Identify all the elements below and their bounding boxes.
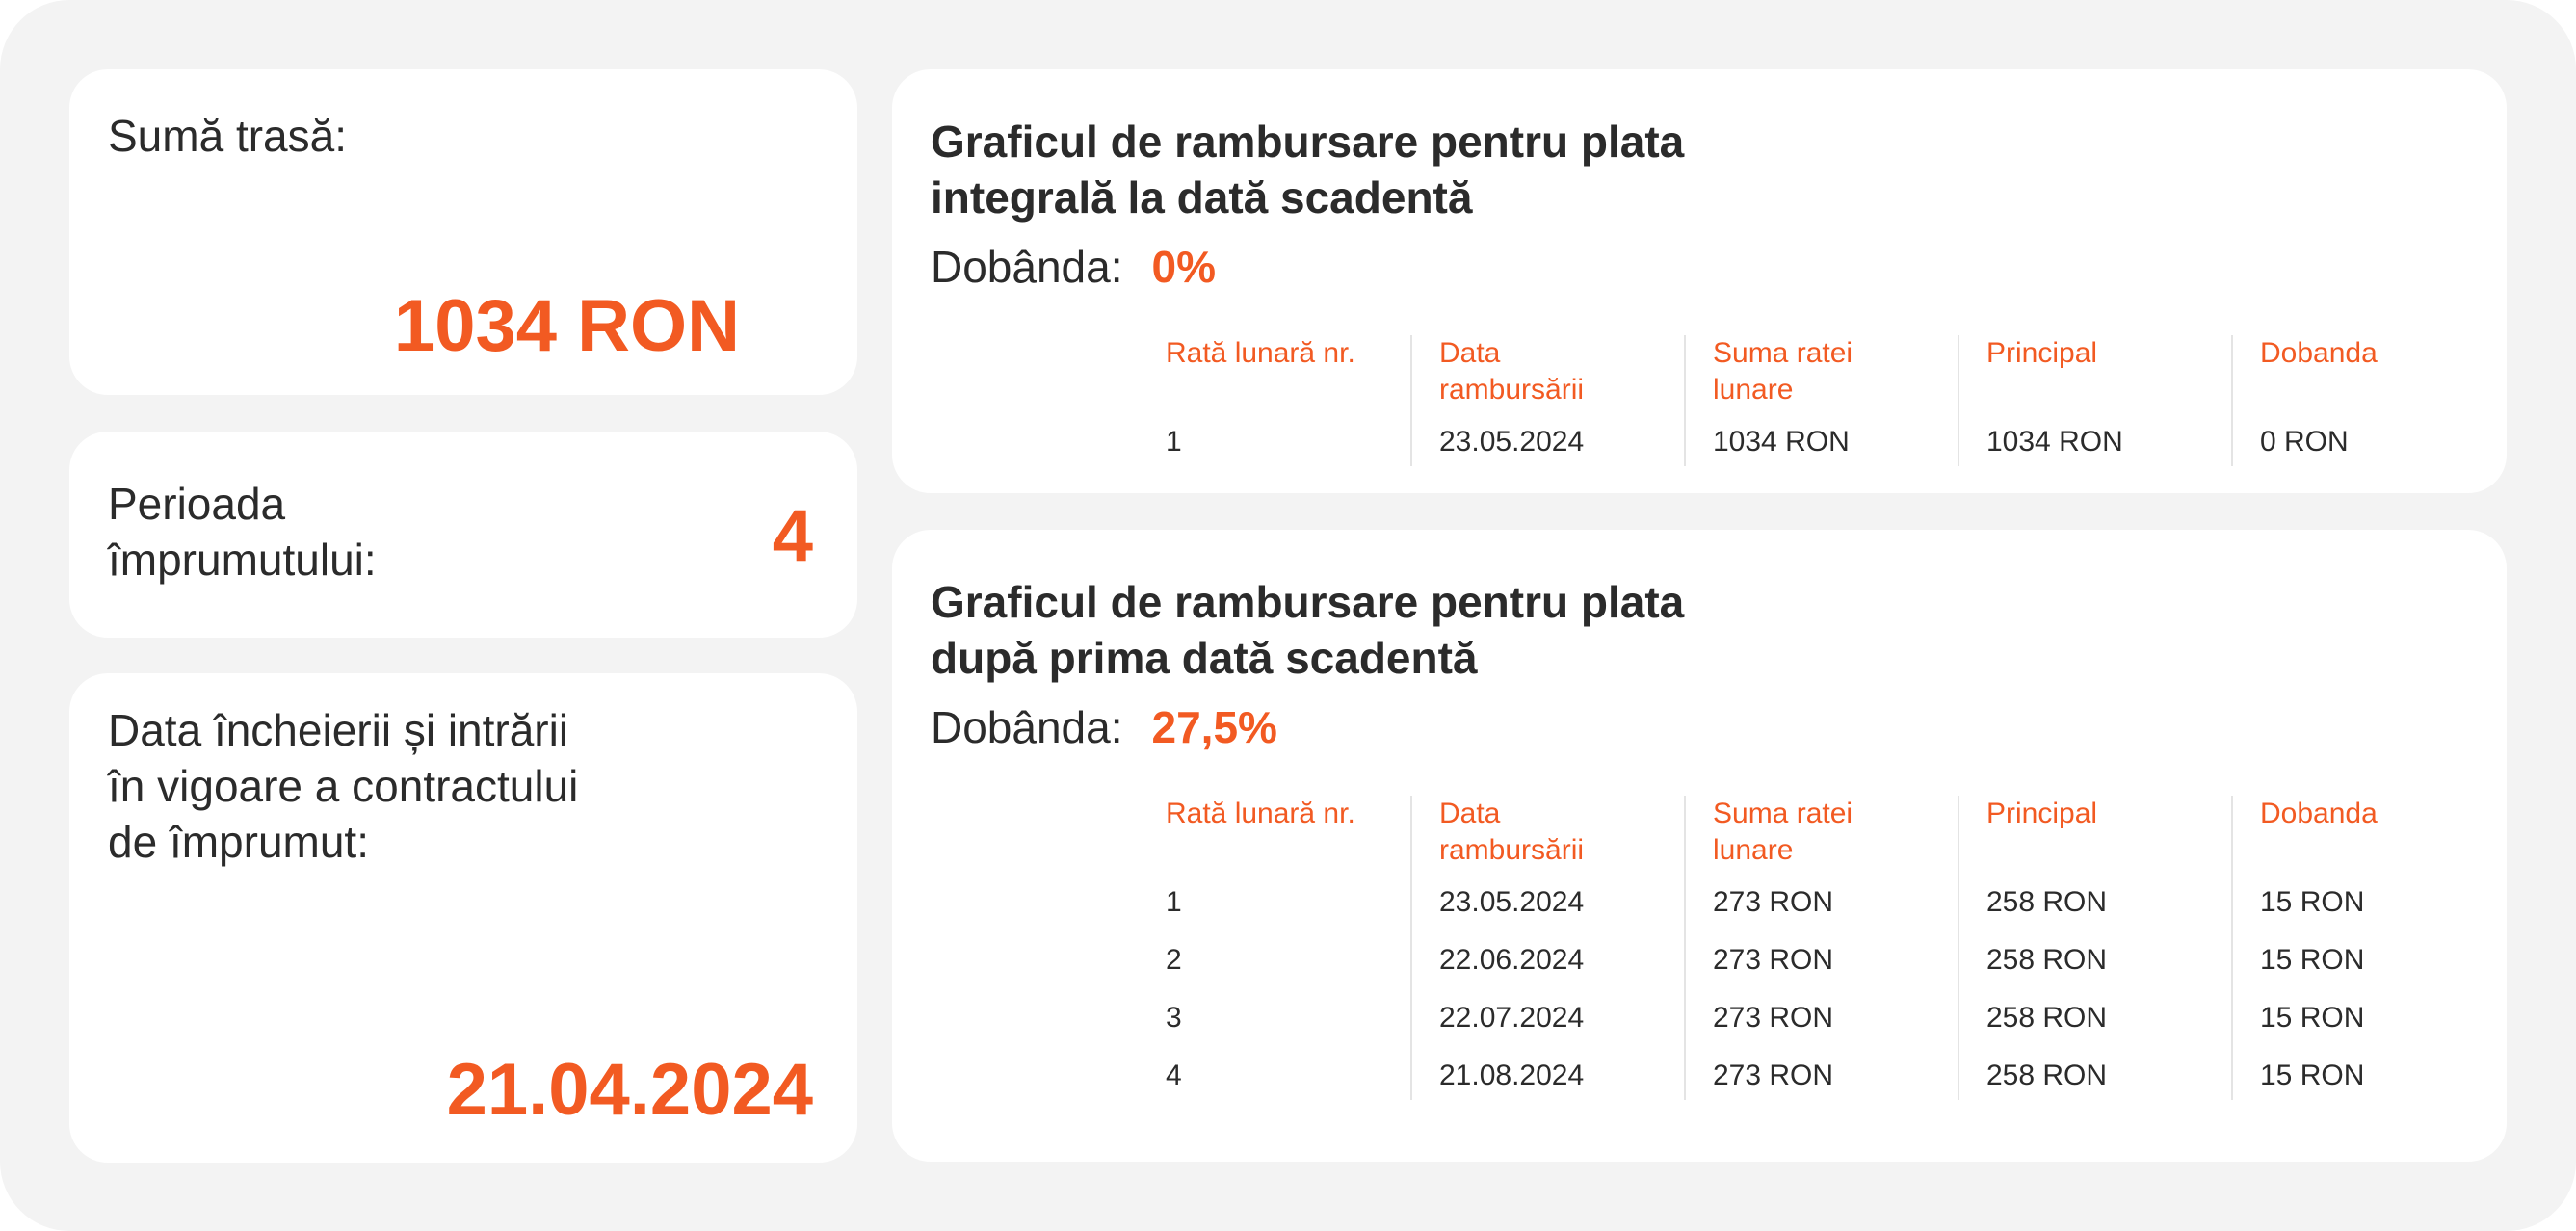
table-cell: 1034 RON [1713, 426, 1850, 458]
table-cell: 22.06.2024 [1439, 944, 1585, 976]
table-column: Data rambursării 23.05.2024 22.06.2024 22.0… [1410, 796, 1684, 1100]
table-cell: 23.05.2024 [1439, 426, 1585, 458]
repayment-table: Rată lunară nr. 1 2 3 4 Data rambursării 23.05… [1162, 796, 2505, 1100]
table-cell: 258 RON [1986, 1002, 2108, 1034]
schedule-after-rate: Dobânda: 27,5% [931, 699, 1277, 755]
table-cell: 15 RON [2260, 1060, 2365, 1091]
table-cell: 0 RON [2260, 426, 2349, 458]
table-cell: 15 RON [2260, 944, 2365, 976]
schedule-full-rate: Dobânda: 0% [931, 239, 1216, 295]
interest-rate-value: 0% [1151, 242, 1216, 292]
table-column-header: Principal [1986, 798, 2098, 829]
table-column: Principal 258 RON 258 RON 258 RON 258 RON [1958, 796, 2231, 1100]
table-cell: 273 RON [1713, 886, 1834, 918]
schedule-full-title: Graficul de rambursare pentru plata inte… [931, 117, 1685, 223]
repayment-table: Rată lunară nr. 1 Data rambursării 23.05.20… [1162, 335, 2505, 466]
table-column: Dobanda 15 RON 15 RON 15 RON 15 RON [2231, 796, 2505, 1100]
drawn-amount-value: 1034 RON [393, 285, 740, 367]
table-cell: 1 [1166, 426, 1182, 458]
table-cell: 1 [1166, 886, 1182, 918]
schedule-full-payment-card: Graficul de rambursare pentru plata inte… [892, 69, 2507, 493]
table-column-header: Suma ratei lunare [1713, 337, 1853, 406]
table-column: Suma ratei lunare 1034 RON [1684, 335, 1958, 466]
table-column-header: Data rambursării [1439, 798, 1585, 866]
table-cell: 258 RON [1986, 886, 2108, 918]
table-column-header: Dobanda [2260, 337, 2378, 369]
table-column: Dobanda 0 RON [2231, 335, 2505, 466]
table-cell: 273 RON [1713, 1060, 1834, 1091]
table-column-header: Rată lunară nr. [1166, 798, 1355, 829]
table-column: Suma ratei lunare 273 RON 273 RON 273 RON 27… [1684, 796, 1958, 1100]
schedule-after-due-card: Graficul de rambursare pentru plata după… [892, 530, 2507, 1162]
table-cell: 4 [1166, 1060, 1182, 1091]
table-column: Rată lunară nr. 1 2 3 4 [1162, 796, 1410, 1100]
drawn-amount-label: Sumă trasă: [108, 111, 347, 161]
contract-date-value: 21.04.2024 [446, 1049, 813, 1131]
table-cell: 22.07.2024 [1439, 1002, 1585, 1034]
table-column-header: Principal [1986, 337, 2098, 369]
table-cell: 23.05.2024 [1439, 886, 1585, 918]
table-cell: 273 RON [1713, 1002, 1834, 1034]
contract-date-label: Data încheierii și intrării în vigoare a… [108, 705, 579, 867]
table-cell: 21.08.2024 [1439, 1060, 1585, 1091]
table-column: Rată lunară nr. 1 [1162, 335, 1410, 466]
table-column-header: Dobanda [2260, 798, 2378, 829]
table-cell: 2 [1166, 944, 1182, 976]
table-column: Principal 1034 RON [1958, 335, 2231, 466]
table-cell: 15 RON [2260, 1002, 2365, 1034]
table-cell: 3 [1166, 1002, 1182, 1034]
table-cell: 15 RON [2260, 886, 2365, 918]
table-cell: 258 RON [1986, 944, 2108, 976]
loan-period-label: Perioada împrumutului: [108, 479, 377, 585]
table-cell: 258 RON [1986, 1060, 2108, 1091]
table-column-header: Suma ratei lunare [1713, 798, 1853, 866]
drawn-amount-card: Sumă trasă: 1034 RON [69, 69, 857, 395]
table-cell: 1034 RON [1986, 426, 2123, 458]
loan-period-value: 4 [772, 495, 813, 577]
table-column-header: Data rambursării [1439, 337, 1585, 406]
table-column: Data rambursării 23.05.2024 [1410, 335, 1684, 466]
table-column-header: Rată lunară nr. [1166, 337, 1355, 369]
interest-rate-label: Dobânda: [931, 702, 1123, 752]
contract-date-card: Data încheierii și intrării în vigoare a… [69, 673, 857, 1163]
schedule-after-title: Graficul de rambursare pentru plata după… [931, 577, 1685, 683]
interest-rate-value: 27,5% [1151, 702, 1277, 752]
loan-period-card: Perioada împrumutului: 4 [69, 432, 857, 638]
interest-rate-label: Dobânda: [931, 242, 1123, 292]
table-cell: 273 RON [1713, 944, 1834, 976]
